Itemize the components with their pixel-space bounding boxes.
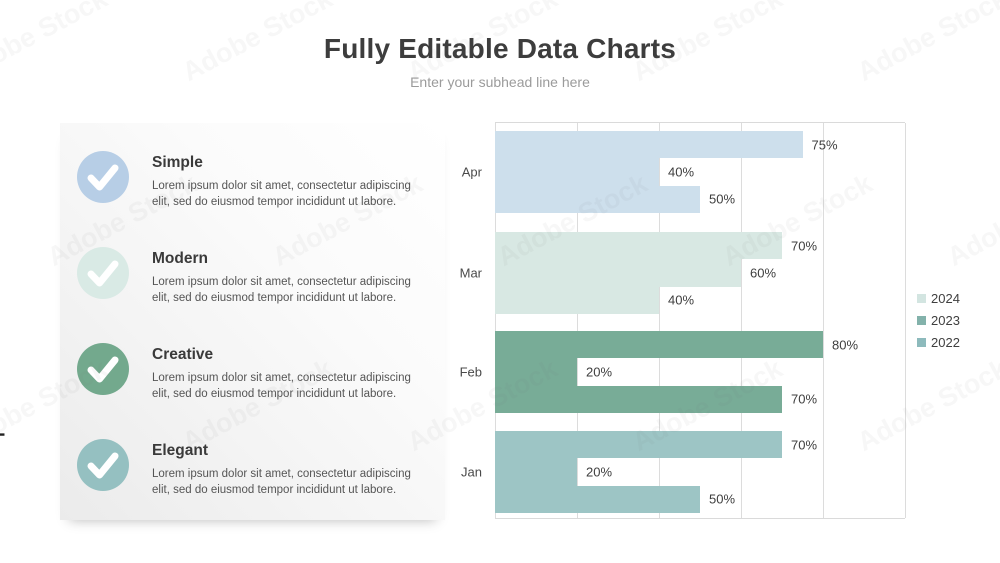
feature-text: Creative Lorem ipsum dolor sit amet, cons… [152,346,411,402]
bar-value-label: 50% [709,191,736,207]
bar: 40% [495,158,694,186]
category-label: Mar [459,265,482,281]
bar: 50% [495,185,735,213]
feature-description: Lorem ipsum dolor sit amet, consectetur … [152,180,411,208]
bar: 40% [495,286,694,314]
legend-swatch [917,315,926,325]
feature-description: Lorem ipsum dolor sit amet, consectetur … [152,468,411,496]
legend-item: 2024 [917,290,960,306]
feature-description: Lorem ipsum dolor sit amet, consectetur … [152,372,411,400]
gridline [905,123,906,518]
legend-item: 2022 [917,334,960,350]
page-title: Fully Editable Data Charts [323,33,677,64]
legend-item: 2023 [917,312,960,328]
category-label: Jan [461,464,482,480]
bar-value-label: 70% [791,238,818,254]
bar: 70% [495,431,817,459]
feature-item: Modern Lorem ipsum dolor sit amet, consec… [77,247,411,306]
category-label: Feb [459,364,482,380]
feature-item: Simple Lorem ipsum dolor sit amet, consec… [77,151,411,210]
stock-id-watermark: Adobe Stock | #1547362987 [0,307,5,561]
bar-group: Mar 70% 60% 40% [460,232,905,314]
feature-title: Simple [152,154,203,171]
check-circle-icon [77,151,129,203]
header: Fully Editable Data Charts Enter your su… [0,0,1000,90]
gridline [741,123,742,518]
watermark-text: Adobe Stock [942,168,1000,273]
bar: 75% [495,131,838,159]
bar-group: Jan 70% 20% 50% [461,431,905,513]
category-label: Apr [461,164,482,180]
bar: 80% [495,331,858,359]
bar-value-label: 70% [791,437,818,453]
legend-swatch [917,337,926,347]
bar-value-label: 40% [668,164,695,180]
chart-legend: 2024 2023 2022 [917,291,960,357]
bar: 60% [495,259,776,287]
bar: 50% [495,485,735,513]
legend-label: 2024 [931,290,960,306]
bar: 20% [495,358,612,386]
bar-value-label: 80% [832,337,859,353]
feature-title: Creative [152,346,214,363]
bar: 70% [495,385,817,413]
feature-title: Elegant [152,442,208,459]
bar-value-label: 50% [709,491,736,507]
feature-text: Modern Lorem ipsum dolor sit amet, consec… [152,250,411,306]
bar-group: Feb 80% 20% 70% [460,331,905,413]
feature-text: Elegant Lorem ipsum dolor sit amet, conse… [152,442,411,498]
legend-label: 2023 [931,312,960,328]
legend-swatch [917,293,926,303]
chart-plot-area: Apr 75% 40% 50% Mar 70% 60% 40% Feb 80% 20% 70% Jan 7… [460,122,906,519]
features-panel: Simple Lorem ipsum dolor sit amet, consec… [60,123,445,520]
gridline [495,123,496,518]
gridline [659,123,660,518]
bar-value-label: 40% [668,292,695,308]
bar-value-label: 20% [586,364,613,380]
feature-item: Creative Lorem ipsum dolor sit amet, cons… [77,343,411,402]
bar: 20% [495,458,612,486]
feature-title: Modern [152,250,208,267]
bar: 70% [495,232,817,260]
check-circle-icon [77,343,129,395]
bar-group: Apr 75% 40% 50% [462,131,905,213]
check-circle-icon [77,247,129,299]
gridline [823,123,824,518]
bar-value-label: 75% [811,137,838,153]
feature-description: Lorem ipsum dolor sit amet, consectetur … [152,276,411,304]
page-subtitle: Enter your subhead line here [410,74,590,90]
feature-text: Simple Lorem ipsum dolor sit amet, consec… [152,154,411,210]
check-circle-icon [77,439,129,491]
legend-label: 2022 [931,334,960,350]
feature-item: Elegant Lorem ipsum dolor sit amet, conse… [77,439,411,498]
bar-value-label: 20% [586,464,613,480]
bar-value-label: 60% [750,265,777,281]
gridline [577,123,578,518]
bar-value-label: 70% [791,391,818,407]
